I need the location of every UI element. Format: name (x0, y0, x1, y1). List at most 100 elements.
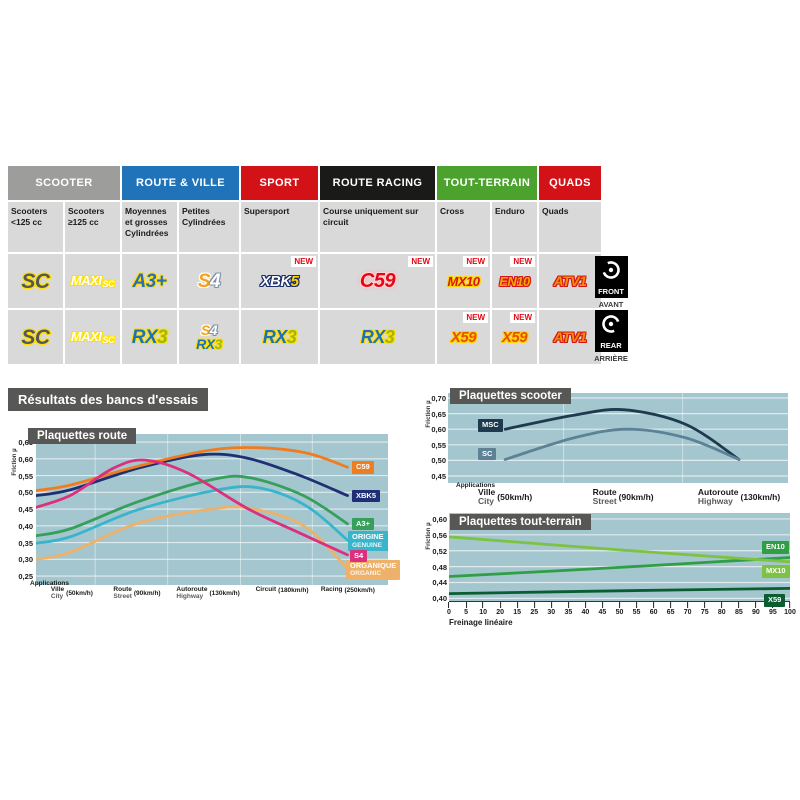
applications-label-route: Applications (30, 580, 70, 587)
product-cell-front-8: NEW EN10 (492, 254, 537, 308)
front-brake-disc-icon (602, 261, 620, 279)
y-tick-label: 0,65 (18, 438, 33, 448)
series-line-mx10 (449, 535, 790, 564)
product-logo: ATV1 (553, 273, 587, 289)
x-tick-70: 70 (684, 602, 692, 616)
product-cell-front-9: ATV1 (539, 254, 601, 308)
plot-scooter (448, 393, 788, 483)
new-badge: NEW (408, 256, 433, 267)
x-tick-55: 55 (633, 602, 640, 616)
y-tick-label: 0,60 (432, 514, 447, 524)
x-tick-85: 85 (735, 602, 743, 616)
product-cell-rear-4: S 4 RX 3 (179, 310, 239, 364)
product-cell-rear-8: NEW X59 (492, 310, 537, 364)
legend-s4: S4 (350, 549, 368, 563)
product-cell-rear-2: MAXI SC (65, 310, 120, 364)
y-tick-label: 0,70 (431, 393, 446, 403)
x-category-circuit: Circuit (180km/h) (255, 586, 309, 594)
product-logo: RX 3 (262, 327, 297, 347)
x-tick-40: 40 (581, 602, 589, 616)
x-category-ville: Ville City (50km/h) (477, 487, 533, 506)
legend-sc: SC (478, 447, 497, 461)
x-axis-label-tt: Freinage linéaire (449, 618, 513, 627)
product-cell-front-7: NEW MX10 (437, 254, 490, 308)
product-logo: RX 3 (360, 327, 395, 347)
product-cell-rear-1: SC (8, 310, 63, 364)
rear-label-en: REAR (600, 341, 622, 350)
x-tick-50: 50 (616, 602, 623, 616)
table-subheader-quads: Quads (539, 202, 601, 252)
product-logo: MAXI SC (70, 273, 115, 290)
product-logo: X59 (501, 328, 528, 346)
applications-label-scooter: Applications (456, 482, 496, 489)
x-tick-75: 75 (701, 602, 709, 616)
product-logo: MX10 (447, 273, 480, 289)
y-tick-label: 0,50 (431, 456, 446, 466)
series-line-x59 (449, 587, 790, 595)
table-group-route-ville: ROUTE & VILLE (122, 166, 239, 200)
series-line-xbk5 (36, 452, 349, 497)
x-category-route: Route Street (90km/h) (113, 586, 161, 600)
chart-scooter: Plaquettes scooter Friction µ 0,70 0,65 0,60… (420, 385, 800, 507)
y-tick-label: 0,40 (18, 521, 33, 531)
y-tick-label: 0,30 (18, 555, 33, 565)
new-badge: NEW (510, 312, 535, 323)
x-tick-45: 45 (599, 602, 606, 616)
table-subheader-scooters-125-cc: Scooters <125 cc (8, 202, 63, 252)
legend-x59: X59 (764, 593, 786, 607)
product-cell-rear-6: RX 3 (320, 310, 435, 364)
chart-title-scooter: Plaquettes scooter (450, 388, 571, 404)
y-tick-label: 0,40 (432, 594, 447, 604)
y-tick-label: 0,50 (18, 488, 33, 498)
chart-route: Plaquettes route Friction µ 0,65 0,60 0,55 0,… (0, 385, 402, 607)
x-tick-80: 80 (718, 602, 726, 616)
table-group-tout-terrain: TOUT-TERRAIN (437, 166, 537, 200)
product-cell-rear-7: NEW X59 (437, 310, 490, 364)
plot-route (36, 434, 388, 585)
product-logo: RX 3 (196, 336, 222, 352)
table-subheader-supersport: Supersport (241, 202, 318, 252)
front-position-indicator: FRONT AVANT (591, 256, 631, 309)
x-category-autoroute: Autoroute Highway (130km/h) (697, 487, 781, 506)
product-logo: A3+ (132, 270, 167, 292)
product-cell-front-3: A3+ (122, 254, 177, 308)
new-badge: NEW (291, 256, 316, 267)
y-tick-label: 0,55 (431, 440, 446, 450)
y-tick-label: 0,65 (431, 409, 446, 419)
x-tick-65: 65 (667, 602, 675, 616)
rear-position-indicator: REAR ARRIÈRE (591, 310, 631, 363)
y-tick-label: 0,45 (18, 505, 33, 515)
product-logo: ATV1 (553, 329, 587, 345)
table-subheader-course-uniquement-sur-circuit: Course uniquement sur circuit (320, 202, 435, 252)
chart-title-tt: Plaquettes tout-terrain (450, 514, 591, 530)
y-tick-label: 0,44 (432, 578, 447, 588)
x-tick-25: 25 (530, 602, 538, 616)
front-label-en: FRONT (598, 287, 624, 296)
legend-origine: ORIGINE GENUINE (348, 531, 388, 552)
results-title: Résultats des bancs d'essais (8, 388, 209, 411)
legend-en10: EN10 (762, 541, 789, 554)
product-cell-rear-9: ATV1 (539, 310, 601, 364)
x-tick-35: 35 (564, 602, 572, 616)
product-logo: SC (21, 269, 50, 293)
x-tick-5: 5 (464, 602, 468, 616)
x-category-ville: Ville City (50km/h) (50, 586, 93, 600)
y-tick-label: 0,56 (432, 530, 447, 540)
legend-c59: C59 (352, 461, 374, 474)
table-subheader-petites-cylindr-es: Petites Cylindrées (179, 202, 239, 252)
table-group-quads: QUADS (539, 166, 601, 200)
y-tick-label: 0,60 (18, 454, 33, 464)
product-logo: XBK 5 (260, 272, 299, 290)
x-tick-60: 60 (650, 602, 657, 616)
y-tick-label: 0,45 (431, 471, 446, 481)
y-tick-label: 0,60 (431, 425, 446, 435)
x-category-racing: Racing (250km/h) (320, 586, 375, 594)
series-line-a3 (36, 474, 349, 538)
series-line-sc (503, 427, 741, 461)
y-tick-label: 0,48 (432, 562, 447, 572)
legend-mx10: MX10 (762, 564, 790, 578)
application-table-grid: SCOOTER ROUTE & VILLE SPORT ROUTE RACING TOU… (8, 166, 601, 364)
